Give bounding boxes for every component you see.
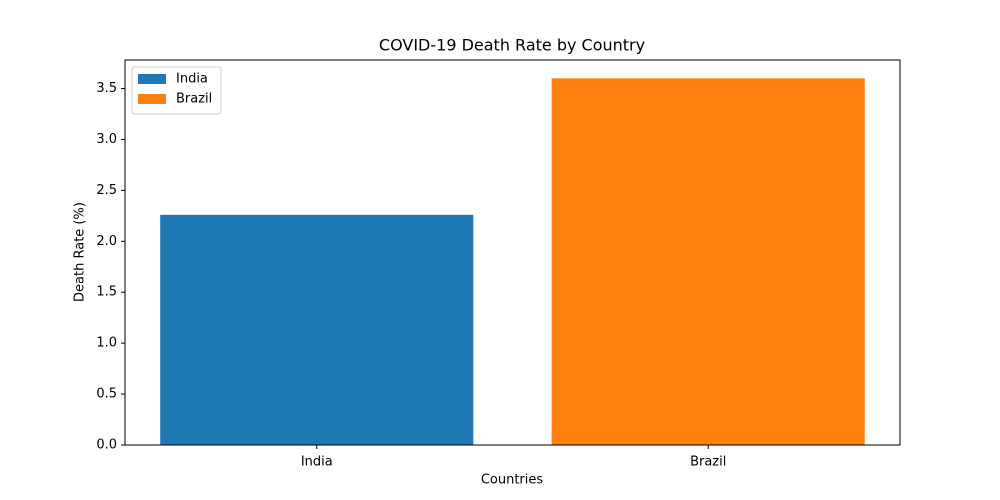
bar	[160, 214, 474, 445]
x-axis-label: Countries	[481, 473, 544, 488]
y-tick-label: 2.0	[96, 234, 117, 249]
legend-label: India	[176, 72, 208, 87]
bar	[551, 78, 865, 445]
legend-label: Brazil	[176, 92, 212, 107]
y-tick-label: 3.0	[96, 132, 117, 147]
chart-title: COVID-19 Death Rate by Country	[379, 36, 645, 55]
y-axis-label: Death Rate (%)	[73, 202, 88, 302]
legend-swatch	[138, 74, 166, 84]
legend-swatch	[138, 94, 166, 104]
y-tick-label: 3.5	[96, 81, 117, 96]
y-tick-label: 1.5	[96, 285, 117, 300]
axes-frame	[124, 59, 901, 446]
y-tick-label: 0.0	[96, 438, 117, 453]
x-tick-label: Brazil	[690, 455, 726, 470]
y-tick-label: 1.0	[96, 336, 117, 351]
y-tick-label: 0.5	[96, 387, 117, 402]
x-tick-label: India	[301, 455, 333, 470]
y-tick-label: 2.5	[96, 183, 117, 198]
